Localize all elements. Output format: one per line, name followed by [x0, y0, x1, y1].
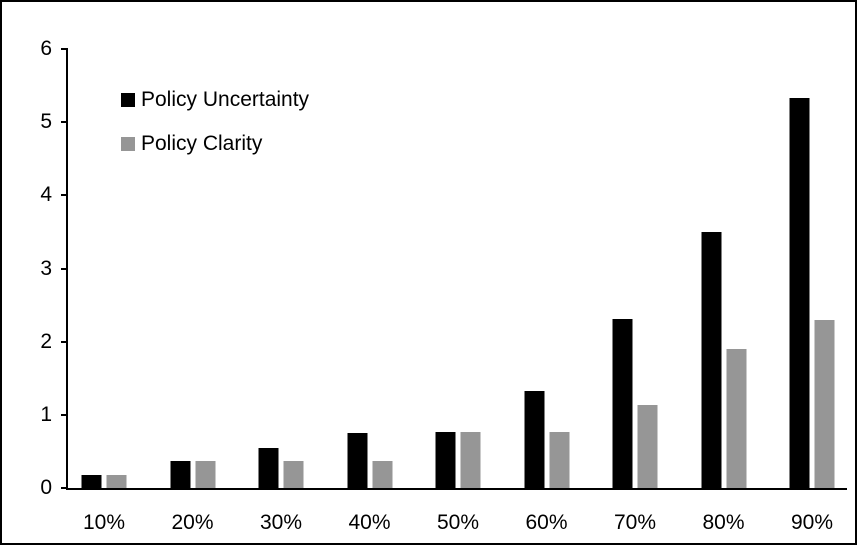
bar-policy-clarity-70% [637, 405, 658, 488]
y-tick-mark [61, 340, 68, 343]
legend-label: Policy Uncertainty [141, 88, 310, 111]
plot-area: 0 1 2 3 4 5 6 10% 20% 30% 40% 50% 60% 70% 80% 90% [40, 37, 847, 534]
bar-policy-uncertainty-20% [170, 461, 190, 488]
bar-policy-uncertainty-30% [258, 448, 279, 488]
bar-policy-clarity-80% [726, 349, 746, 488]
x-tick-label: 50% [436, 511, 480, 534]
y-tick-mark [61, 413, 68, 416]
legend-label: Policy Clarity [141, 132, 263, 155]
bar-policy-clarity-30% [283, 461, 304, 488]
bar-group-20% [170, 461, 215, 488]
y-tick-mark [61, 267, 68, 270]
bar-group-40% [347, 433, 392, 488]
bar-policy-clarity-20% [195, 461, 215, 488]
x-tick-label: 80% [702, 511, 745, 534]
bar-policy-uncertainty-60% [524, 391, 544, 488]
bar-policy-uncertainty-10% [81, 475, 102, 488]
x-tick-label: 90% [790, 511, 834, 534]
bar-group-80% [701, 232, 746, 488]
y-tick-mark [61, 487, 68, 489]
legend-item-policy-clarity: Policy Clarity [121, 132, 309, 156]
bar-policy-uncertainty-70% [612, 319, 633, 488]
y-tick-label: 3 [40, 256, 52, 280]
bar-group-60% [524, 391, 569, 488]
x-tick-label: 40% [348, 511, 391, 534]
legend-swatch-policy-uncertainty [121, 93, 135, 107]
bar-group-30% [258, 448, 304, 488]
y-tick-mark [61, 48, 68, 50]
x-tick-label: 60% [525, 511, 568, 534]
bar-policy-clarity-40% [372, 461, 392, 488]
y-tick-label: 2 [40, 329, 52, 353]
legend: Policy Uncertainty Policy Clarity [121, 88, 309, 156]
bar-policy-clarity-60% [549, 432, 569, 488]
bar-policy-clarity-50% [460, 432, 481, 488]
bar-group-50% [435, 432, 481, 488]
legend-item-policy-uncertainty: Policy Uncertainty [121, 88, 309, 112]
x-tick-label: 70% [613, 511, 657, 534]
y-tick-mark [61, 194, 68, 197]
x-tick-label: 10% [82, 511, 126, 534]
y-tick-label: 5 [40, 110, 52, 134]
bar-group-70% [612, 319, 658, 488]
bar-policy-uncertainty-80% [701, 232, 721, 488]
x-tick-label: 20% [171, 511, 214, 534]
legend-swatch-policy-clarity [121, 137, 135, 151]
y-tick-mark [61, 121, 68, 124]
bar-policy-uncertainty-90% [789, 98, 810, 488]
bar-group-90% [789, 98, 835, 488]
bar-policy-clarity-90% [814, 320, 835, 488]
y-tick-label: 1 [40, 402, 52, 426]
y-tick-label: 4 [40, 183, 52, 207]
y-tick-label: 0 [40, 476, 52, 499]
bar-policy-uncertainty-40% [347, 433, 367, 488]
bar-policy-clarity-10% [106, 475, 127, 488]
x-tick-label: 30% [259, 511, 303, 534]
y-tick-label: 6 [40, 37, 52, 60]
bar-policy-uncertainty-50% [435, 432, 456, 488]
bar-group-10% [81, 475, 127, 488]
